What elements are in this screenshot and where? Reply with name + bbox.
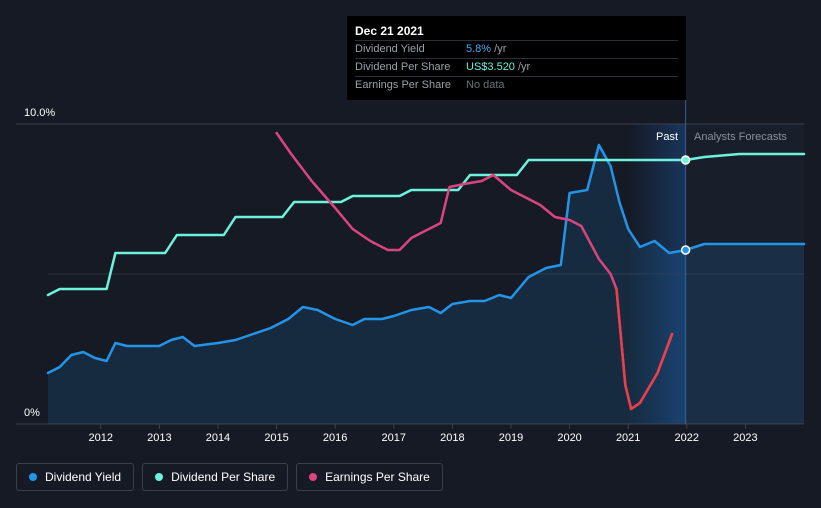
y-tick-label-bottom: 0%	[24, 407, 40, 419]
legend-item-earnings-per-share[interactable]: Earnings Per Share	[296, 463, 443, 491]
x-tick-label: 2022	[675, 432, 699, 444]
x-tick-label: 2020	[557, 432, 581, 444]
area-fills	[48, 145, 804, 424]
tooltip: Dec 21 2021 Dividend Yield 5.8% /yr Divi…	[347, 16, 686, 100]
dividend-yield-line	[46, 143, 806, 375]
legend-item-dividend-yield[interactable]: Dividend Yield	[16, 463, 135, 491]
x-tick-label: 2014	[206, 432, 230, 444]
tooltip-value: 5.8%	[466, 43, 492, 55]
dividend-yield-marker	[680, 245, 691, 255]
legend-item-dividend-per-share[interactable]: Dividend Per Share	[142, 463, 289, 491]
tooltip-suffix: /yr	[514, 61, 531, 73]
grid	[16, 100, 804, 425]
tooltip-value: No data	[466, 79, 505, 91]
legend-dot-icon	[29, 473, 37, 481]
legend-label: Earnings Per Share	[325, 470, 430, 484]
x-axis-ticks: 2012 2013 2014 2015 2016 2017 2018 2019 2020 2021…	[89, 424, 758, 444]
x-tick-label: 2015	[264, 432, 288, 444]
earnings-per-share-decline-segment	[615, 287, 674, 411]
legend-dot-icon	[155, 473, 164, 481]
past-label: Past	[656, 131, 678, 143]
dividend-per-share-marker	[680, 155, 691, 165]
x-tick-label: 2023	[733, 432, 757, 444]
x-tick-label: 2012	[89, 432, 113, 444]
x-tick-label: 2016	[323, 432, 347, 444]
x-tick-label: 2013	[147, 432, 171, 444]
legend-dot-icon	[309, 473, 318, 481]
x-tick-label: 2018	[440, 432, 464, 444]
dividend-per-share-line	[46, 152, 806, 297]
tooltip-value: US$3.520	[466, 61, 515, 73]
tooltip-label: Earnings Per Share	[355, 79, 451, 91]
legend-label: Dividend Yield	[45, 470, 122, 484]
legend: Dividend Yield Dividend Per Share Earnin…	[16, 463, 443, 491]
tooltip-label: Dividend Per Share	[355, 61, 451, 73]
x-tick-label: 2021	[616, 432, 640, 444]
x-tick-label: 2017	[382, 432, 406, 444]
tooltip-row-dividend-yield: Dividend Yield 5.8% /yr	[355, 40, 678, 58]
tooltip-label: Dividend Yield	[355, 43, 425, 55]
y-tick-label-top: 10.0%	[24, 107, 55, 119]
tooltip-row-earnings-per-share: Earnings Per Share No data	[355, 76, 678, 94]
tooltip-date: Dec 21 2021	[355, 24, 424, 38]
dividend-yield-area	[48, 145, 804, 424]
legend-label: Dividend Per Share	[171, 470, 276, 484]
tooltip-row-dividend-per-share: Dividend Per Share US$3.520 /yr	[355, 58, 678, 76]
cursor-markers	[680, 155, 691, 255]
tooltip-suffix: /yr	[491, 43, 507, 55]
forecast-label: Analysts Forecasts	[694, 131, 787, 143]
x-tick-label: 2019	[499, 432, 523, 444]
series-lines	[46, 131, 806, 411]
